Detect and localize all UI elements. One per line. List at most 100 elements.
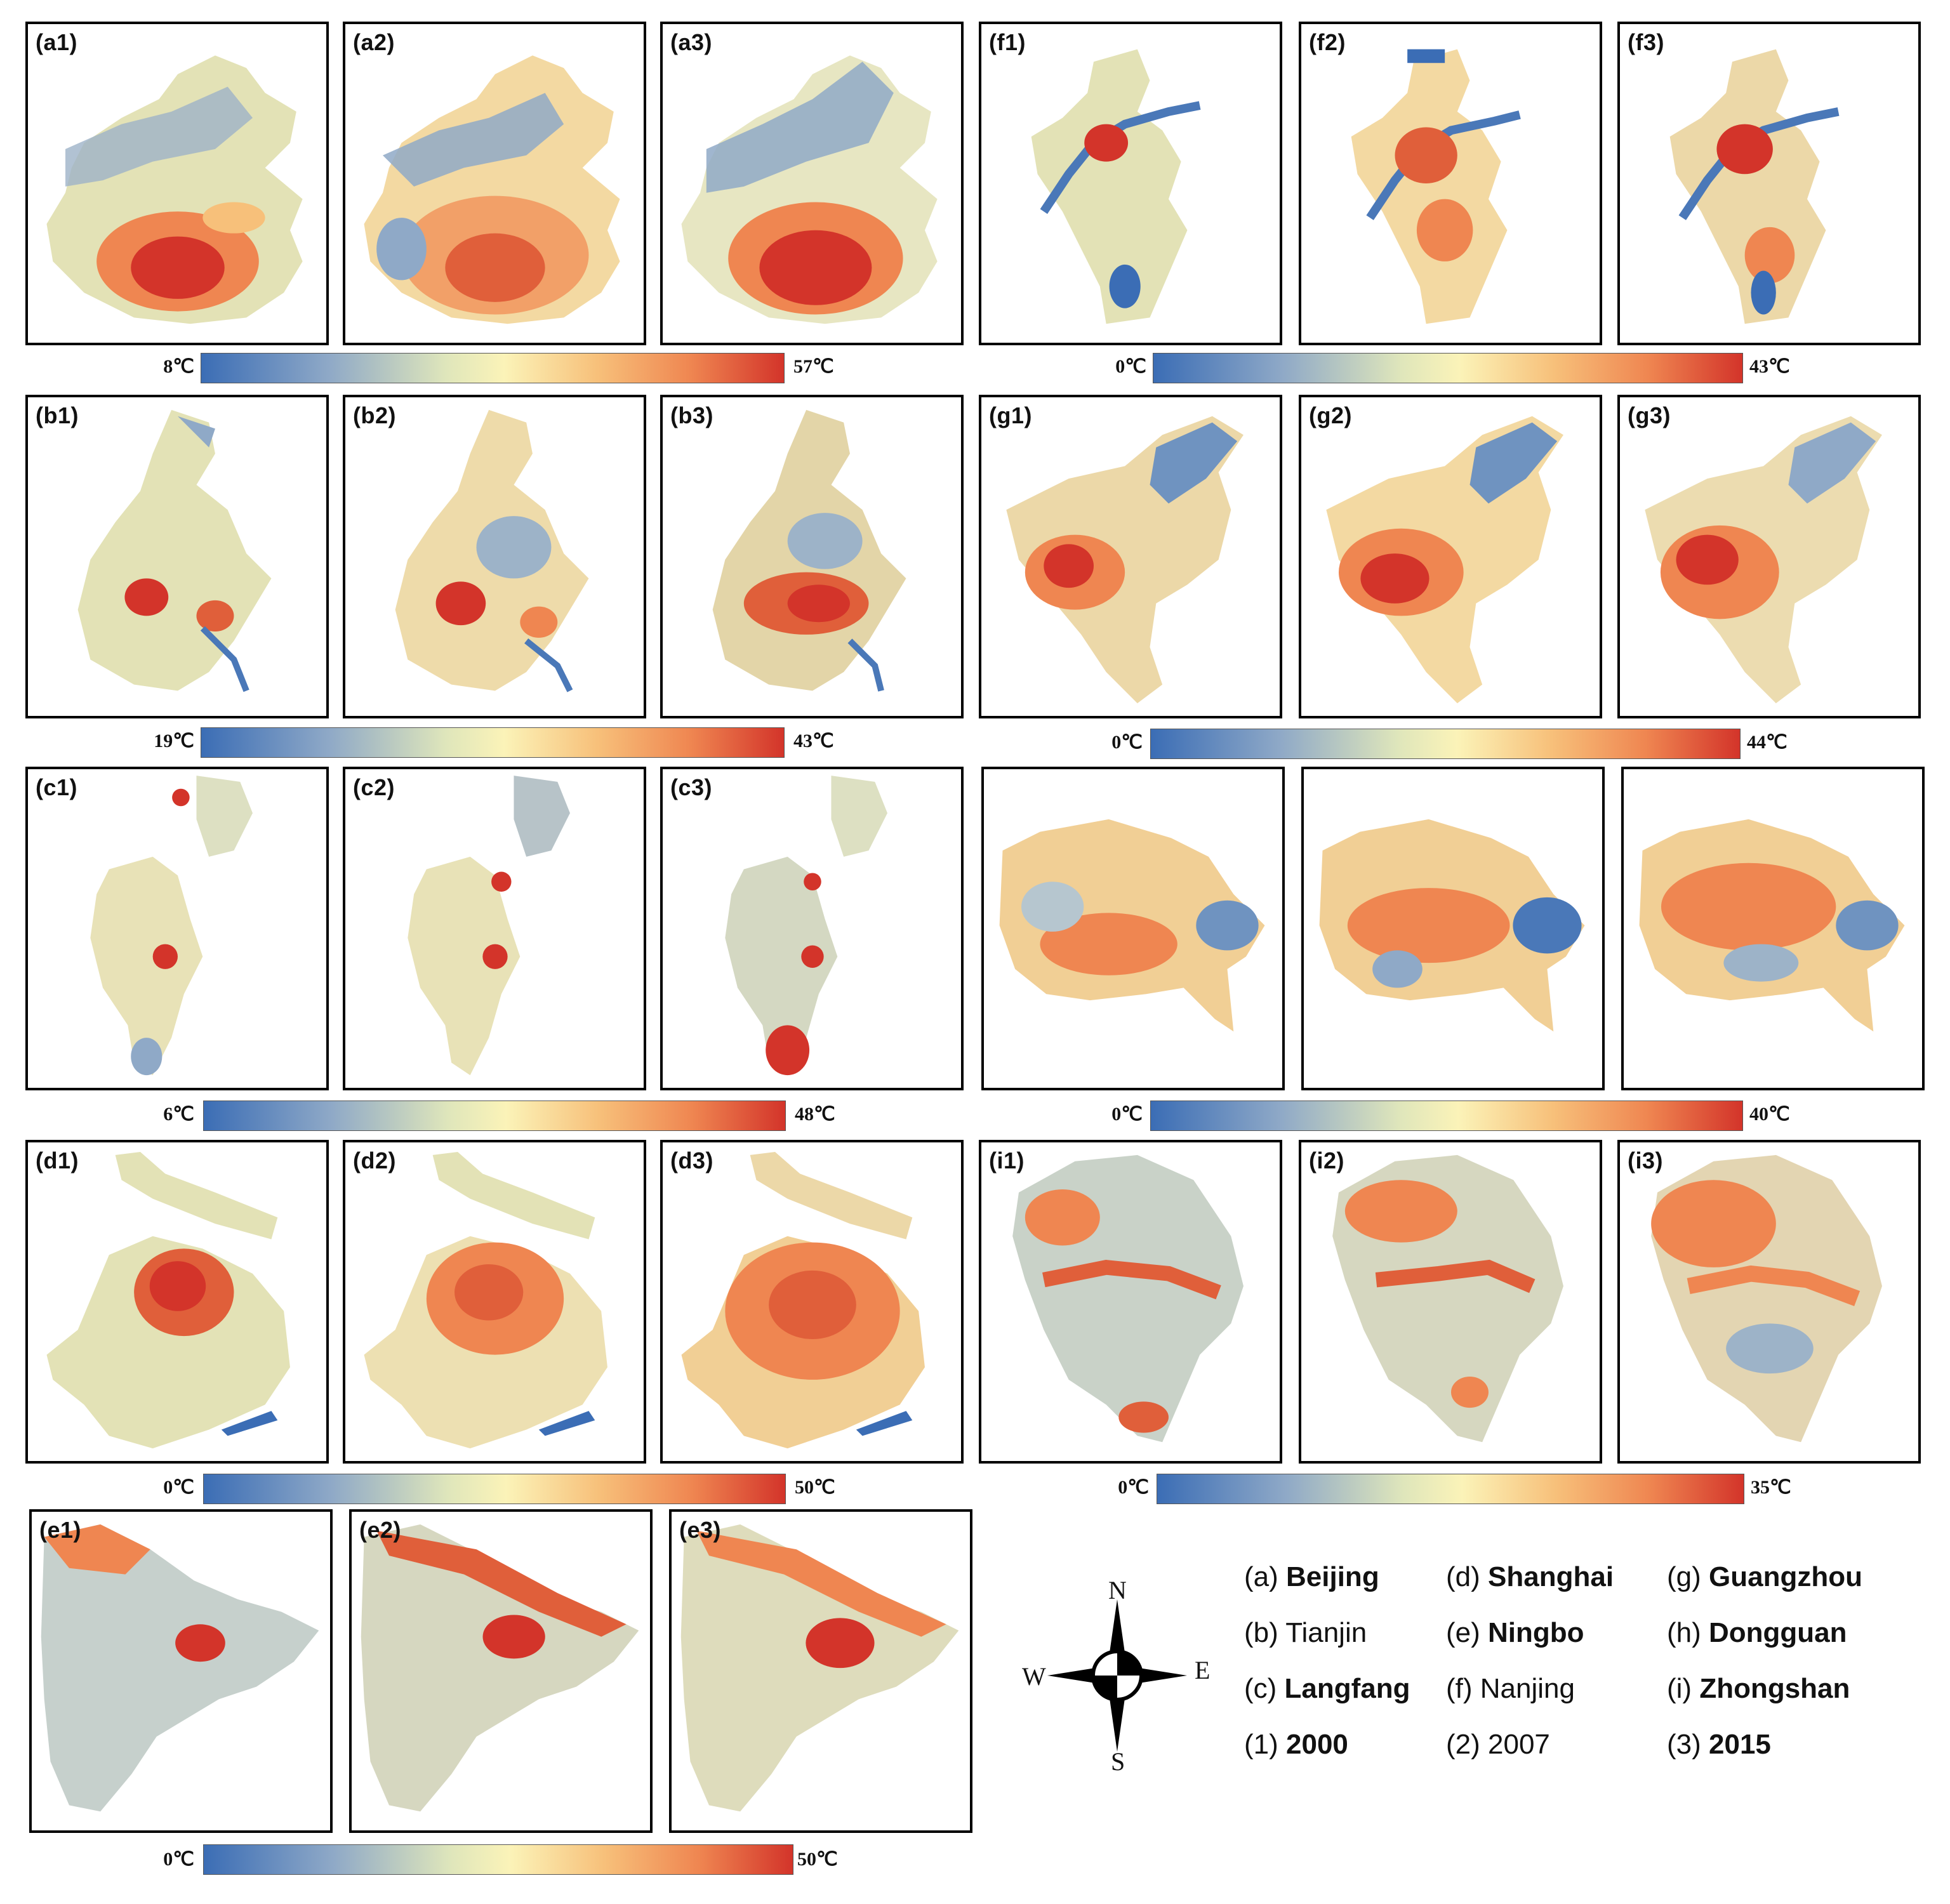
colorbar-max-c: 48℃	[795, 1104, 835, 1125]
panel-label: (d1)	[36, 1147, 79, 1173]
map-panel-h2	[1301, 767, 1605, 1090]
compass-w: W	[1022, 1662, 1046, 1691]
map-beijing-2007	[364, 55, 620, 324]
colorbar-f	[1153, 353, 1743, 383]
map-nanjing-2007	[1351, 49, 1521, 324]
colorbar-min-b: 19℃	[154, 731, 194, 751]
colorbar-i	[1157, 1474, 1744, 1504]
map-panel-c1: (c1)	[25, 767, 329, 1090]
map-langfang-2007	[408, 776, 570, 1076]
map-panel-f3: (f3)	[1617, 22, 1921, 345]
panel-label: (a3)	[670, 29, 713, 55]
map-panel-i1: (i1)	[979, 1140, 1282, 1464]
colorbar-e	[203, 1844, 793, 1875]
legend-c: (c) Langfang	[1244, 1673, 1410, 1704]
colorbar-b	[201, 727, 785, 758]
map-shanghai-2000	[46, 1152, 290, 1449]
colorbar-d	[203, 1474, 786, 1504]
compass-s: S	[1111, 1747, 1125, 1776]
colorbar-max-h: 40℃	[1749, 1104, 1790, 1125]
map-panel-e3: (e3)	[669, 1509, 972, 1833]
map-zhongshan-2015	[1651, 1154, 1882, 1443]
map-panel-g2: (g2)	[1299, 395, 1602, 718]
map-panel-a2: (a2)	[343, 22, 646, 345]
colorbar-h	[1150, 1101, 1743, 1131]
panel-label: (c1)	[36, 774, 78, 800]
panel-label: (b1)	[36, 402, 79, 428]
map-panel-d1: (d1)	[25, 1140, 329, 1464]
legend-e: (e) Ningbo	[1446, 1617, 1584, 1648]
map-nanjing-2015	[1669, 49, 1840, 324]
panel-label: (a2)	[353, 29, 395, 55]
panel-label: (c3)	[670, 774, 713, 800]
legend-a: (a) Beijing	[1244, 1561, 1379, 1592]
colorbar-max-a: 57℃	[793, 356, 834, 377]
colorbar-min-g: 0℃	[1111, 732, 1143, 753]
panel-label: (i1)	[989, 1147, 1025, 1173]
map-guangzhou-2007	[1326, 416, 1563, 704]
map-dongguan-2007	[1319, 819, 1585, 1032]
colorbar-c	[203, 1101, 786, 1131]
map-shanghai-2015	[681, 1152, 925, 1449]
colorbar-max-g: 44℃	[1747, 732, 1788, 753]
map-panel-g1: (g1)	[979, 395, 1282, 718]
map-panel-b3: (b3)	[660, 395, 964, 718]
colorbar-min-e: 0℃	[163, 1849, 194, 1870]
compass-e: E	[1195, 1656, 1210, 1684]
panel-label: (f2)	[1309, 29, 1346, 55]
map-dongguan-2000	[999, 819, 1265, 1032]
map-guangzhou-2015	[1645, 416, 1882, 704]
map-langfang-2000	[90, 776, 253, 1076]
map-panel-h1	[981, 767, 1285, 1090]
map-panel-b1: (b1)	[25, 395, 329, 718]
legend-i: (i) Zhongshan	[1667, 1673, 1850, 1704]
legend-year-3: (3) 2015	[1667, 1729, 1771, 1760]
map-panel-f2: (f2)	[1299, 22, 1602, 345]
panel-label: (d3)	[670, 1147, 713, 1173]
colorbar-min-i: 0℃	[1118, 1477, 1149, 1498]
map-panel-c3: (c3)	[660, 767, 964, 1090]
panel-label: (d2)	[353, 1147, 396, 1173]
map-ningbo-2007	[361, 1524, 639, 1812]
panel-label: (f1)	[989, 29, 1026, 55]
map-panel-e2: (e2)	[349, 1509, 653, 1833]
colorbar-min-d: 0℃	[163, 1477, 194, 1498]
compass-icon	[1047, 1599, 1187, 1752]
panel-label: (f3)	[1628, 29, 1664, 55]
colorbar-max-e: 50℃	[797, 1849, 838, 1870]
panel-label: (g2)	[1309, 402, 1352, 428]
colorbar-min-f: 0℃	[1115, 356, 1146, 377]
map-guangzhou-2000	[1006, 416, 1244, 704]
map-ningbo-2015	[680, 1524, 959, 1812]
map-panel-a1: (a1)	[25, 22, 329, 345]
map-panel-c2: (c2)	[343, 767, 646, 1090]
map-nanjing-2000	[1031, 49, 1201, 324]
legend-year-1: (1) 2000	[1244, 1729, 1348, 1760]
map-ningbo-2000	[41, 1524, 319, 1812]
compass-rose: N S W E	[1022, 1576, 1212, 1776]
panel-label: (e2)	[359, 1517, 402, 1543]
map-panel-h3	[1621, 767, 1925, 1090]
map-zhongshan-2000	[1012, 1154, 1244, 1443]
panel-label: (b3)	[670, 402, 713, 428]
colorbar-min-a: 8℃	[163, 356, 194, 377]
colorbar-max-d: 50℃	[795, 1477, 835, 1498]
map-panel-g3: (g3)	[1617, 395, 1921, 718]
colorbar-a	[201, 353, 785, 383]
legend-h: (h) Dongguan	[1667, 1617, 1847, 1648]
legend-table: (a) Beijing (d) Shanghai (g) Guangzhou (…	[1244, 1561, 1930, 1771]
colorbar-min-h: 0℃	[1111, 1104, 1143, 1125]
map-langfang-2015	[725, 776, 887, 1076]
legend-year-2: (2) 2007	[1446, 1729, 1550, 1760]
compass-n: N	[1108, 1576, 1127, 1604]
map-tianjin-2007	[395, 409, 589, 692]
legend-b: (b) Tianjin	[1244, 1617, 1367, 1648]
panel-label: (i3)	[1628, 1147, 1663, 1173]
legend-d: (d) Shanghai	[1446, 1561, 1614, 1592]
colorbar-max-f: 43℃	[1749, 356, 1790, 377]
legend-f: (f) Nanjing	[1446, 1673, 1575, 1704]
map-panel-b2: (b2)	[343, 395, 646, 718]
map-panel-i2: (i2)	[1299, 1140, 1602, 1464]
panel-label: (a1)	[36, 29, 78, 55]
